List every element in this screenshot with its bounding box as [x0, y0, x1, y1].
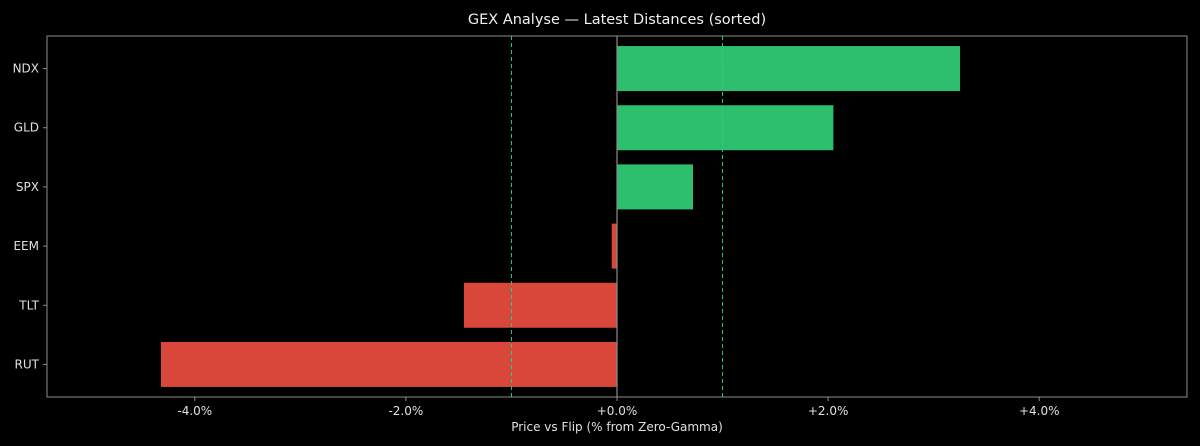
chart-title: GEX Analyse — Latest Distances (sorted)	[468, 12, 766, 28]
bar-ndx	[617, 46, 961, 92]
x-tick-label-5: +4.0%	[1019, 404, 1060, 418]
y-tick-label-spx: SPX	[16, 180, 39, 194]
x-tick-label-4: +2.0%	[808, 404, 849, 418]
y-tick-label-gld: GLD	[14, 121, 39, 135]
y-tick-label-eem: EEM	[13, 239, 39, 253]
x-tick-label-1: -4.0%	[177, 404, 212, 418]
x-tick-label-3: +0.0%	[597, 404, 638, 418]
bar-tlt	[463, 282, 617, 328]
y-tick-label-rut: RUT	[15, 357, 40, 371]
x-tick-label-2: -2.0%	[388, 404, 423, 418]
bar-eem	[611, 223, 617, 269]
bar-gld	[617, 105, 834, 151]
y-tick-label-tlt: TLT	[18, 298, 39, 312]
bar-rut	[161, 341, 617, 387]
x-axis-label: Price vs Flip (% from Zero-Gamma)	[511, 420, 723, 434]
y-tick-label-ndx: NDX	[13, 62, 39, 76]
bar-spx	[617, 164, 693, 210]
plot-area: NDX GLD SPX EEM TLT RUT -4.0% -2.0% +0.0% +2.0% +4…	[13, 35, 1188, 418]
